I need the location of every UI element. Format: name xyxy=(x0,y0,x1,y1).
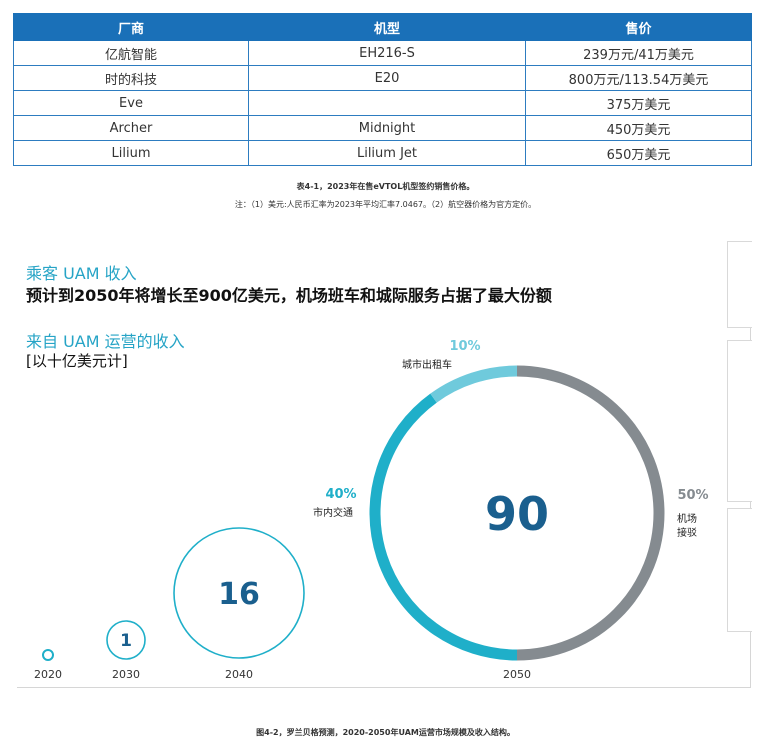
cell-model: EH216-S xyxy=(248,40,526,66)
table-note: 注：（1）美元:人民币汇率为2023年平均汇率7.0467。（2）航空器价格为官… xyxy=(234,200,537,209)
table-header-row: 厂商 机型 售价 xyxy=(13,13,752,41)
cell-price: 375万美元 xyxy=(525,90,752,116)
col-header-vendor: 厂商 xyxy=(13,13,249,41)
cell-price: 800万元/113.54万美元 xyxy=(525,65,752,91)
year-label-2030: 2030 xyxy=(112,668,140,681)
revenue-figure: 乘客 UAM 收入 预计到2050年将增长至900亿美元，机场班车和城际服务占据… xyxy=(17,241,752,688)
cell-vendor: 亿航智能 xyxy=(13,40,249,66)
cell-model: Midnight xyxy=(248,115,526,141)
table-row: 时的科技 E20 800万元/113.54万美元 xyxy=(13,65,752,91)
cell-vendor: Lilium xyxy=(13,140,249,166)
cell-model xyxy=(248,90,526,116)
segment-pct-city-taxi: 10% xyxy=(449,339,480,354)
segment-pct-intra-city: 40% xyxy=(325,487,356,502)
cell-price: 650万美元 xyxy=(525,140,752,166)
cell-model: E20 xyxy=(248,65,526,91)
cell-vendor: Eve xyxy=(13,90,249,116)
figure-caption: 图4-2，罗兰贝格预测，2020-2050年UAM运营市场规模及收入结构。 xyxy=(256,728,515,737)
bubble-2020 xyxy=(42,649,54,661)
segment-pct-airport: 50% xyxy=(677,488,708,503)
segment-name-airport-line1: 机场 xyxy=(677,512,697,525)
cell-model: Lilium Jet xyxy=(248,140,526,166)
cell-price: 239万元/41万美元 xyxy=(525,40,752,66)
donut-segment-intra-city xyxy=(369,393,518,661)
table-caption: 表4-1，2023年在售eVTOL机型签约销售价格。 xyxy=(296,182,475,191)
year-label-2050: 2050 xyxy=(503,668,531,681)
year-label-2040: 2040 xyxy=(225,668,253,681)
segment-name-intra-city: 市内交通 xyxy=(313,506,353,519)
figure-side-tab xyxy=(727,508,752,632)
segment-name-city-taxi: 城市出租车 xyxy=(402,358,452,371)
figure-headline-forecast: 预计到2050年将增长至900亿美元，机场班车和城际服务占据了最大份额 xyxy=(26,286,552,305)
table-row: Lilium Lilium Jet 650万美元 xyxy=(13,140,752,166)
figure-headline-uam: 乘客 UAM 收入 xyxy=(26,264,137,283)
cell-vendor: Archer xyxy=(13,115,249,141)
cell-vendor: 时的科技 xyxy=(13,65,249,91)
donut-segment-city-taxi xyxy=(430,365,518,403)
segment-name-airport-line2: 接驳 xyxy=(677,526,697,539)
price-table: 厂商 机型 售价 亿航智能 EH216-S 239万元/41万美元 时的科技 E… xyxy=(13,13,752,166)
bubble-value-2050: 90 xyxy=(485,487,549,541)
donut-segment-airport xyxy=(516,365,665,661)
table-row: Archer Midnight 450万美元 xyxy=(13,115,752,141)
year-label-2020: 2020 xyxy=(34,668,62,681)
col-header-model: 机型 xyxy=(248,13,526,41)
bubble-2030 xyxy=(106,620,146,660)
bubble-2040 xyxy=(173,527,305,659)
col-header-price: 售价 xyxy=(525,13,752,41)
bubble-value-2040: 16 xyxy=(218,577,260,612)
table-row: 亿航智能 EH216-S 239万元/41万美元 xyxy=(13,40,752,66)
figure-subtitle: 来自 UAM 运营的收入 xyxy=(26,332,185,351)
figure-side-tab xyxy=(727,340,752,502)
cell-price: 450万美元 xyxy=(525,115,752,141)
figure-unit-label: [以十亿美元计] xyxy=(26,352,128,370)
figure-side-tab xyxy=(727,241,752,328)
table-row: Eve 375万美元 xyxy=(13,90,752,116)
bubble-value-2030: 1 xyxy=(120,631,132,651)
